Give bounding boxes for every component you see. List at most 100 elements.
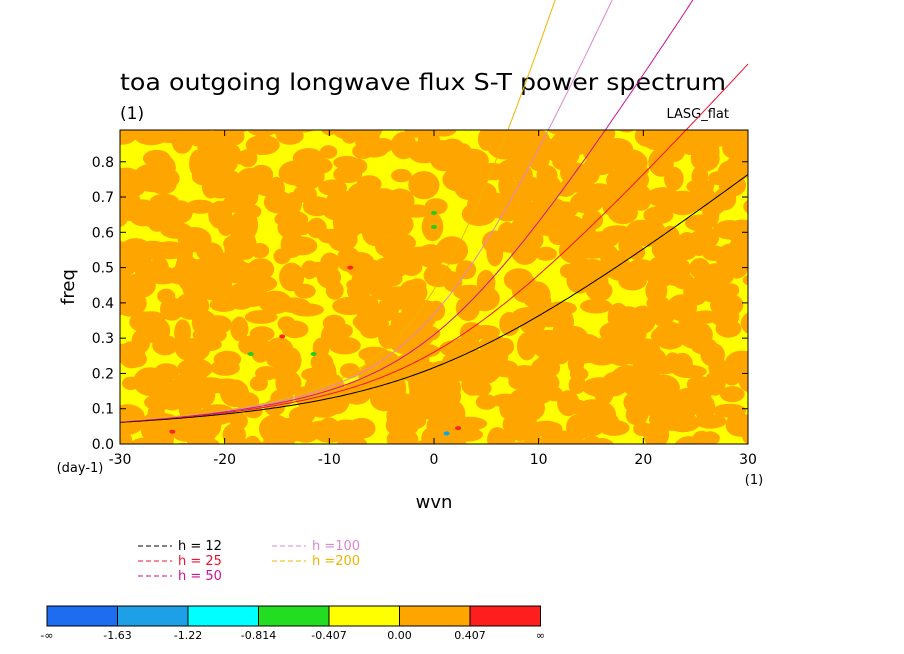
colorbar-label: -0.814 <box>241 629 276 642</box>
orange-patch <box>301 113 330 126</box>
orange-patch <box>643 206 674 225</box>
y-tick-label: 0.6 <box>92 225 114 241</box>
orange-patch <box>693 393 716 421</box>
orange-patch <box>511 441 533 444</box>
orange-patch <box>186 199 215 214</box>
orange-patch <box>127 292 146 316</box>
x-tick-label: 30 <box>739 452 757 468</box>
orange-patch <box>238 149 258 168</box>
x-tick-label: -10 <box>318 452 341 468</box>
y-tick-label: 0.0 <box>92 437 114 453</box>
orange-patch <box>663 443 672 444</box>
orange-patch <box>645 359 679 375</box>
y-tick-label: 0.7 <box>92 190 114 206</box>
orange-patch <box>580 298 613 314</box>
orange-patch <box>245 135 280 155</box>
orange-patch <box>690 146 720 172</box>
orange-patch <box>342 381 372 405</box>
orange-patch <box>390 391 411 407</box>
orange-patch <box>694 414 727 429</box>
value-spot <box>247 352 254 356</box>
orange-patch <box>685 214 716 232</box>
orange-patch <box>129 437 160 444</box>
orange-patch <box>523 423 541 444</box>
orange-patch <box>339 363 360 379</box>
orange-patch <box>741 425 748 444</box>
orange-patch <box>598 419 630 436</box>
orange-patch <box>144 112 171 129</box>
x-tick-label: -30 <box>109 452 132 468</box>
orange-patch <box>343 435 368 444</box>
orange-patch <box>666 413 701 433</box>
value-spot <box>431 210 437 215</box>
orange-patch <box>284 192 302 216</box>
orange-patch <box>738 370 748 393</box>
orange-patch <box>486 238 504 267</box>
orange-patch <box>327 225 358 252</box>
colorbar-label: -1.63 <box>103 629 131 642</box>
orange-patch <box>312 337 330 359</box>
orange-patch <box>96 130 120 145</box>
orange-patch <box>391 168 412 183</box>
orange-patch <box>650 304 675 327</box>
orange-patch <box>250 243 270 259</box>
orange-patch <box>568 375 586 394</box>
y-tick-label: 0.2 <box>92 366 114 382</box>
colorbar-label: -0.407 <box>311 629 346 642</box>
orange-patch <box>373 138 394 153</box>
orange-patch <box>745 358 748 370</box>
legend-label: h =200 <box>312 554 360 569</box>
orange-patch <box>152 335 179 356</box>
orange-patch <box>415 325 441 342</box>
colorbar-label: ∞ <box>536 629 545 642</box>
orange-patch <box>743 199 748 214</box>
orange-patch <box>461 202 497 227</box>
orange-patch <box>286 130 300 131</box>
colorbar-label: -1.22 <box>174 629 202 642</box>
orange-patch <box>244 435 261 444</box>
orange-patch <box>618 271 647 291</box>
orange-patch <box>294 283 316 299</box>
orange-patch <box>713 187 737 211</box>
orange-patch <box>379 211 414 238</box>
orange-patch <box>103 419 120 433</box>
orange-patch <box>517 109 538 129</box>
value-spot <box>431 225 437 229</box>
colorbar-cell <box>399 605 471 627</box>
orange-patch <box>175 442 190 444</box>
legend-label: h = 50 <box>178 569 222 584</box>
orange-patch <box>315 429 345 443</box>
colorbar-cell <box>187 605 259 627</box>
orange-patch <box>589 438 615 444</box>
model-label: LASG_flat <box>666 107 729 122</box>
orange-patch <box>715 319 742 338</box>
orange-patch <box>292 425 319 443</box>
rare-value-spots <box>169 210 462 436</box>
orange-patch <box>548 227 569 245</box>
orange-patch <box>749 201 769 223</box>
x-tick-label: 10 <box>530 452 548 468</box>
orange-patch <box>443 271 463 292</box>
orange-patch <box>511 236 539 265</box>
orange-patch <box>725 413 748 437</box>
orange-patch <box>742 274 748 286</box>
x-tick-label: 20 <box>634 452 652 468</box>
value-spot <box>279 334 286 339</box>
value-spot <box>310 352 317 356</box>
orange-patch <box>405 412 427 429</box>
orange-patch <box>244 310 278 324</box>
dispersion-curve <box>119 63 749 423</box>
orange-patch <box>219 130 245 146</box>
value-spot <box>169 429 176 434</box>
orange-patch <box>439 433 467 444</box>
value-spot <box>455 426 462 431</box>
orange-patch <box>359 321 383 339</box>
legend-label: h = 12 <box>178 539 222 554</box>
orange-patch <box>493 199 521 222</box>
x-tick-label: -20 <box>213 452 236 468</box>
orange-patch <box>400 258 423 276</box>
orange-patch <box>325 280 344 300</box>
colorbar-label: 0.00 <box>387 629 412 642</box>
orange-patch <box>452 336 481 353</box>
